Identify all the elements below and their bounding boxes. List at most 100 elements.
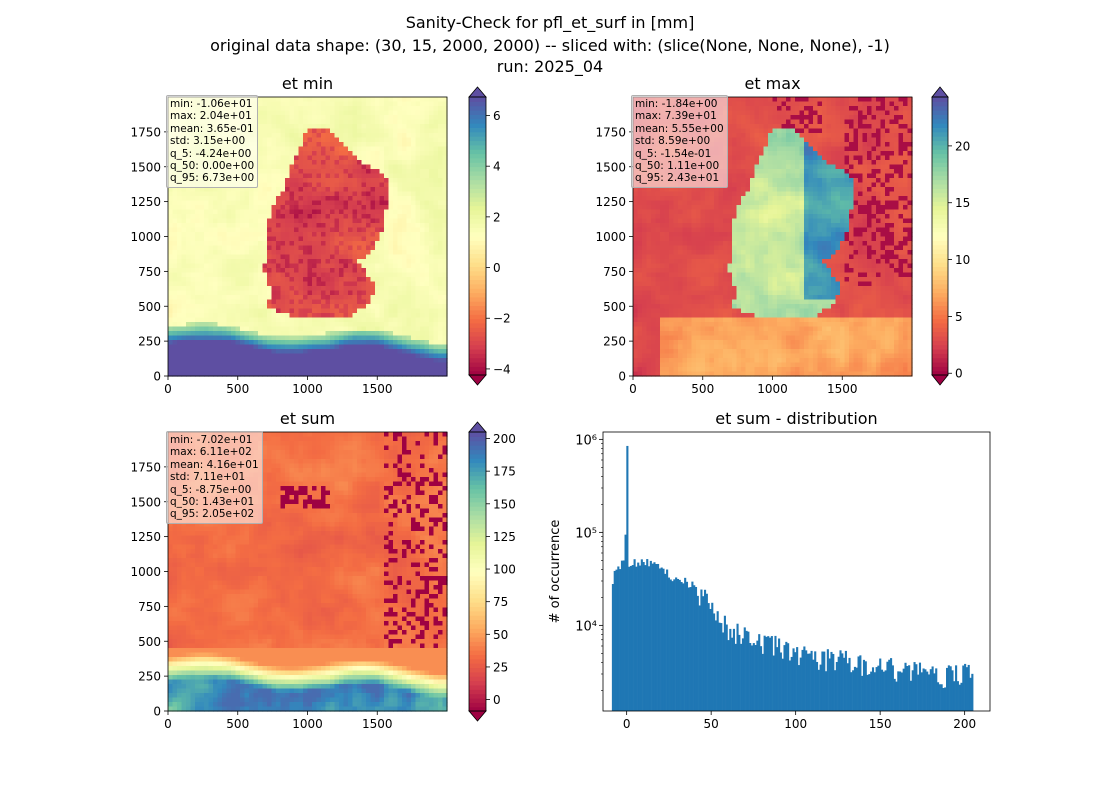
heatmap-cell: [226, 259, 232, 265]
colorbar-segment: [469, 327, 486, 333]
heatmap-cell: [307, 200, 313, 206]
colorbar-segment: [469, 340, 486, 346]
heatmap-cell: [379, 340, 385, 346]
heatmap-cell: [303, 281, 309, 287]
heatmap-cell: [199, 205, 205, 211]
heatmap-cell: [222, 227, 228, 233]
heatmap-cell: [168, 277, 174, 283]
heatmap-cell: [181, 317, 187, 323]
heatmap-cell: [249, 218, 255, 224]
heatmap-cell: [687, 259, 693, 265]
colorbar-segment: [469, 348, 486, 354]
heatmap-cell: [402, 290, 408, 296]
heatmap-cell: [172, 259, 178, 265]
heatmap-cell: [442, 173, 448, 179]
heatmap-cell: [195, 353, 201, 359]
heatmap-cell: [420, 335, 426, 341]
heatmap-cell: [235, 214, 241, 220]
heatmap-cell: [375, 137, 381, 143]
heatmap-cell: [348, 308, 354, 314]
heatmap-cell: [226, 277, 232, 283]
heatmap-cell: [294, 101, 300, 107]
heatmap-cell: [682, 349, 688, 355]
heatmap-cell: [352, 286, 358, 292]
heatmap-cell: [316, 272, 322, 278]
heatmap-cell: [294, 326, 300, 332]
heatmap-cell: [366, 245, 372, 251]
heatmap-cell: [271, 367, 277, 373]
heatmap-cell: [253, 371, 259, 377]
heatmap-cell: [682, 286, 688, 292]
heatmap-cell: [388, 160, 394, 166]
heatmap-cell: [678, 277, 684, 283]
heatmap-cell: [217, 331, 223, 337]
heatmap-cell: [244, 218, 250, 224]
heatmap-cell: [168, 353, 174, 359]
heatmap-cell: [678, 371, 684, 377]
heatmap-cell: [267, 200, 273, 206]
heatmap-cell: [321, 286, 327, 292]
heatmap-cell: [262, 308, 268, 314]
heatmap-cell: [442, 232, 448, 238]
heatmap-cell: [339, 119, 345, 125]
heatmap-cell: [406, 295, 412, 301]
heatmap-cell: [213, 331, 219, 337]
heatmap-cell: [213, 254, 219, 260]
heatmap-cell: [388, 263, 394, 269]
heatmap-cell: [321, 218, 327, 224]
colorbar-segment: [469, 314, 486, 320]
heatmap-cell: [231, 232, 237, 238]
heatmap-cell: [687, 232, 693, 238]
heatmap-cell: [267, 142, 273, 148]
heatmap-cell: [330, 299, 336, 305]
heatmap-cell: [271, 191, 277, 197]
heatmap-cell: [186, 286, 192, 292]
heatmap-cell: [379, 191, 385, 197]
heatmap-cell: [673, 362, 679, 368]
heatmap-cell: [411, 344, 417, 350]
heatmap-cell: [303, 223, 309, 229]
heatmap-cell: [307, 322, 313, 328]
heatmap-cell: [642, 218, 648, 224]
heatmap-cell: [190, 259, 196, 265]
heatmap-cell: [240, 196, 246, 202]
heatmap-cell: [660, 340, 666, 346]
heatmap-cell: [700, 268, 706, 274]
heatmap-cell: [226, 227, 232, 233]
heatmap-cell: [316, 146, 322, 152]
heatmap-cell: [402, 205, 408, 211]
heatmap-cell: [397, 322, 403, 328]
heatmap-cell: [267, 164, 273, 170]
heatmap-cell: [199, 254, 205, 260]
heatmap-cell: [271, 362, 277, 368]
heatmap-cell: [195, 227, 201, 233]
heatmap-cell: [402, 263, 408, 269]
heatmap-cell: [339, 236, 345, 242]
heatmap-cell: [271, 119, 277, 125]
heatmap-cell: [691, 191, 697, 197]
heatmap-cell: [343, 295, 349, 301]
heatmap-cell: [438, 142, 444, 148]
heatmap-cell: [660, 254, 666, 260]
heatmap-cell: [244, 223, 250, 229]
heatmap-cell: [312, 146, 318, 152]
heatmap-cell: [330, 277, 336, 283]
heatmap-cell: [357, 160, 363, 166]
heatmap-cell: [406, 223, 412, 229]
heatmap-cell: [190, 250, 196, 256]
heatmap-cell: [343, 155, 349, 161]
heatmap-cell: [660, 196, 666, 202]
heatmap-cell: [334, 187, 340, 193]
heatmap-cell: [366, 128, 372, 134]
colorbar-segment: [469, 270, 486, 276]
heatmap-cell: [276, 268, 282, 274]
heatmap-cell: [244, 326, 250, 332]
heatmap-cell: [168, 232, 174, 238]
heatmap-cell: [651, 241, 657, 247]
heatmap-cell: [258, 191, 264, 197]
heatmap-cell: [384, 115, 390, 121]
heatmap-cell: [357, 142, 363, 148]
heatmap-cell: [325, 245, 331, 251]
heatmap-cell: [664, 218, 670, 224]
heatmap-cell: [195, 236, 201, 242]
